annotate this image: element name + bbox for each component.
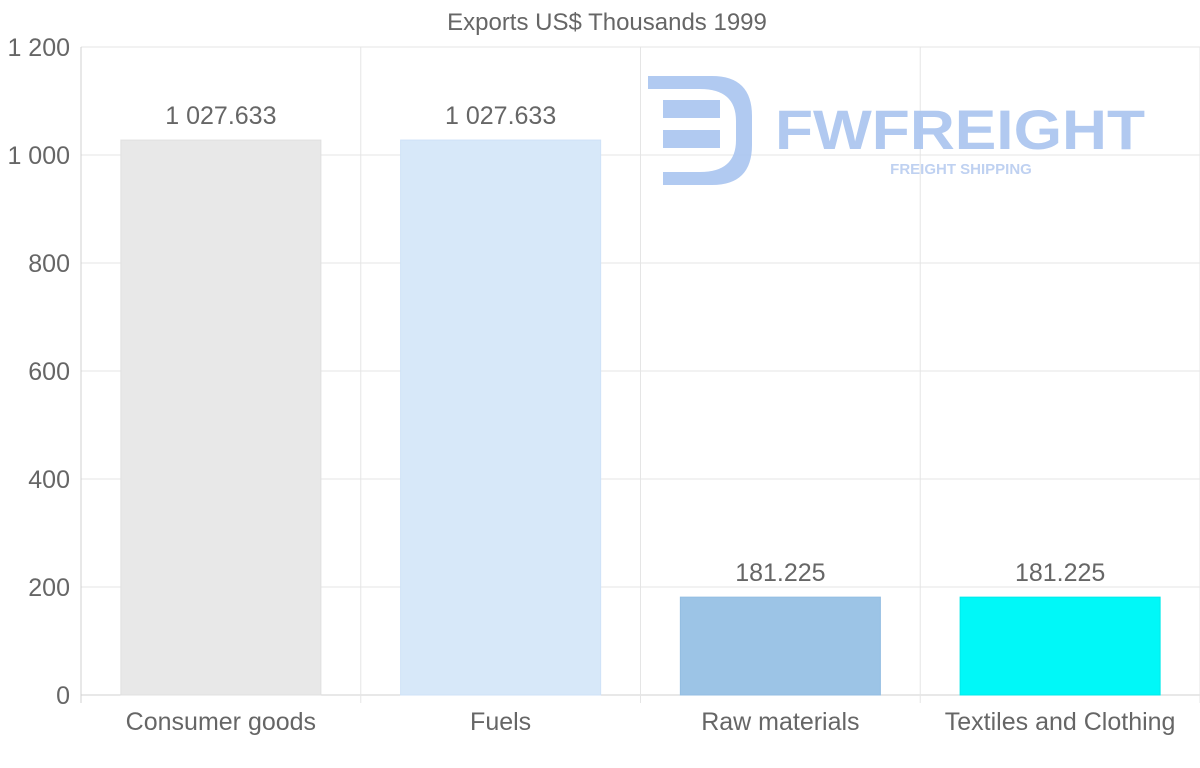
y-tick-label: 800	[28, 250, 70, 278]
data-label: 1 027.633	[445, 102, 556, 130]
data-label: 181.225	[735, 559, 825, 587]
bar-consumer-goods	[120, 139, 322, 696]
bar-fuels	[400, 139, 602, 696]
data-labels: 1 027.633 1 027.633 181.225 181.225	[165, 102, 1105, 587]
y-tick-label: 0	[56, 682, 70, 710]
watermark-tagline: FREIGHT SHIPPING	[890, 161, 1032, 178]
watermark-logo-mark	[648, 76, 752, 185]
data-label: 1 027.633	[165, 102, 276, 130]
y-tick-label: 400	[28, 466, 70, 494]
bars	[120, 139, 1161, 696]
watermark-logo: FWFREIGHT FREIGHT SHIPPING	[648, 76, 1145, 185]
x-axis-ticks: Consumer goods Fuels Raw materials Textiles…	[126, 708, 1176, 736]
bar-raw-materials	[679, 596, 881, 696]
y-tick-label: 600	[28, 358, 70, 386]
bar-textiles-and-clothing	[959, 596, 1161, 696]
x-tick-label: Raw materials	[701, 708, 859, 736]
y-tick-label: 1 000	[7, 142, 70, 170]
x-tick-label: Textiles and Clothing	[945, 708, 1176, 736]
x-tick-label: Fuels	[470, 708, 531, 736]
watermark-name: FWFREIGHT	[775, 98, 1145, 161]
y-tick-label: 200	[28, 574, 70, 602]
x-tick-label: Consumer goods	[126, 708, 316, 736]
chart-title: Exports US$ Thousands 1999	[447, 9, 767, 36]
y-tick-label: 1 200	[7, 34, 70, 62]
y-axis-ticks: 0 200 400 600 800 1 000 1 200	[7, 34, 70, 710]
data-label: 181.225	[1015, 559, 1105, 587]
